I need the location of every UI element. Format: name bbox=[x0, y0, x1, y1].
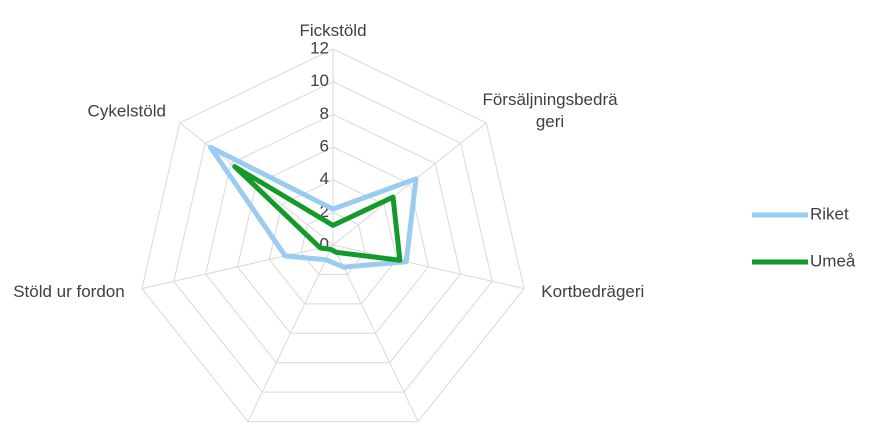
y-tick-label: 2 bbox=[320, 202, 329, 221]
grid-ring bbox=[173, 81, 493, 393]
y-tick-label: 8 bbox=[320, 104, 329, 123]
spoke bbox=[332, 244, 525, 290]
legend-label: Riket bbox=[810, 204, 849, 223]
grid-ring bbox=[205, 113, 461, 364]
series-line bbox=[232, 164, 403, 263]
legend-label: Umeå bbox=[810, 251, 856, 270]
spoke bbox=[247, 244, 334, 422]
category-label: Kortbedrägeri bbox=[541, 282, 644, 301]
grid-ring bbox=[300, 211, 366, 275]
grid-ring bbox=[141, 48, 525, 423]
category-label: Cykelstöld bbox=[88, 101, 166, 120]
category-label: Försäljningsbedrä geri bbox=[482, 90, 618, 131]
y-tick-label: 12 bbox=[310, 38, 329, 57]
grid-ring bbox=[268, 179, 398, 305]
spoke bbox=[141, 244, 334, 290]
spoke bbox=[332, 244, 419, 422]
series-line bbox=[207, 144, 419, 270]
spoke bbox=[332, 122, 487, 246]
category-label: Stöld ur fordon bbox=[13, 282, 125, 301]
y-tick-label: 0 bbox=[320, 234, 329, 253]
y-tick-label: 10 bbox=[310, 71, 329, 90]
category-label: Fickstöld bbox=[299, 21, 366, 40]
y-tick-label: 6 bbox=[320, 136, 329, 155]
y-tick-label: 4 bbox=[320, 169, 329, 188]
